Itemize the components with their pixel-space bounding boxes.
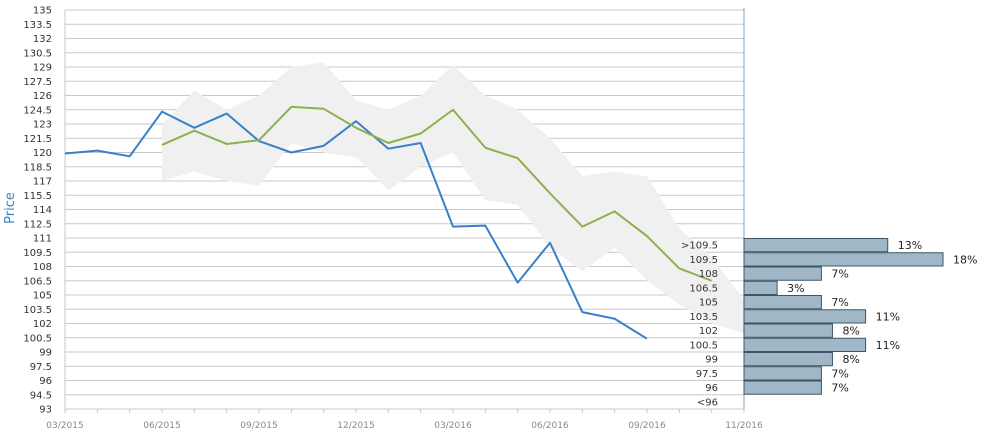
distribution-label: 102 bbox=[699, 326, 718, 337]
distribution-bar bbox=[743, 309, 867, 324]
y-axis-label: Price bbox=[3, 192, 18, 224]
distribution-bar bbox=[743, 295, 822, 310]
y-tick-label: 117 bbox=[33, 177, 52, 188]
y-tick-label: 115.5 bbox=[23, 191, 52, 202]
distribution-percent: 13% bbox=[898, 239, 922, 252]
y-tick-labels: 93 94.5 96 97.5 99 100.5 102 103.5 105 106.5 108 10… bbox=[23, 6, 52, 416]
distribution-percent: 7% bbox=[831, 382, 848, 395]
distribution-label: 108 bbox=[699, 269, 718, 280]
y-tick-label: 133.5 bbox=[23, 20, 52, 31]
y-tick-label: 105 bbox=[33, 291, 52, 302]
y-tick-label: 127.5 bbox=[23, 77, 52, 88]
forecast-band-area bbox=[162, 62, 744, 333]
distribution-bar bbox=[743, 238, 889, 253]
y-tick-label: 114 bbox=[33, 205, 52, 216]
distribution-bar bbox=[743, 366, 822, 381]
distribution-label: <96 bbox=[697, 397, 718, 408]
distribution-label: 106.5 bbox=[689, 283, 718, 294]
y-tick-label: 99 bbox=[39, 348, 52, 359]
y-tick-label: 129 bbox=[33, 63, 52, 74]
x-tick-labels: 03/2015 06/2015 09/2015 12/2015 03/2016 06/20… bbox=[46, 421, 763, 431]
distribution-bar bbox=[743, 380, 822, 395]
y-tick-label: 96 bbox=[39, 376, 52, 387]
y-tick-label: 108 bbox=[33, 262, 52, 273]
distribution-label: 99 bbox=[705, 355, 718, 366]
x-tick-label: 09/2016 bbox=[628, 421, 666, 431]
y-tick-label: 124.5 bbox=[23, 105, 52, 116]
distribution-bar bbox=[743, 280, 778, 295]
distribution-label: 97.5 bbox=[696, 369, 718, 380]
distribution-label: 103.5 bbox=[689, 312, 718, 323]
y-tick-label: 120 bbox=[33, 148, 52, 159]
y-tick-label: 103.5 bbox=[23, 305, 52, 316]
series-line-2 bbox=[161, 105, 713, 282]
distribution-percent: 11% bbox=[876, 339, 900, 352]
y-tick-label: 106.5 bbox=[23, 276, 52, 287]
x-tick-label: 03/2016 bbox=[434, 421, 472, 431]
y-tick-label: 97.5 bbox=[30, 362, 52, 373]
y-tick-label: 126 bbox=[33, 91, 52, 102]
y-tick-label: 118.5 bbox=[23, 162, 52, 173]
distribution-percent: 7% bbox=[831, 367, 848, 380]
x-tick-label: 06/2015 bbox=[143, 421, 180, 431]
distribution-bar bbox=[743, 266, 822, 281]
distribution-label: >109.5 bbox=[681, 241, 718, 252]
distribution-label: 105 bbox=[699, 298, 718, 309]
distribution-bar bbox=[743, 352, 833, 367]
x-tick-label: 06/2016 bbox=[531, 421, 569, 431]
distribution-label: 109.5 bbox=[689, 255, 718, 266]
y-tick-label: 132 bbox=[33, 34, 52, 45]
y-tick-label: 130.5 bbox=[23, 48, 52, 59]
series-line-1 bbox=[64, 110, 648, 340]
y-tick-label: 112.5 bbox=[23, 219, 52, 230]
distribution-bar bbox=[743, 323, 833, 338]
distribution-label: 100.5 bbox=[689, 340, 718, 351]
y-tick-label: 100.5 bbox=[23, 333, 52, 344]
y-tick-label: 135 bbox=[33, 6, 52, 17]
x-tick-label: 03/2015 bbox=[46, 421, 83, 431]
distribution-bar bbox=[743, 252, 944, 267]
y-tick-label: 109.5 bbox=[23, 248, 52, 259]
series-lines bbox=[64, 105, 713, 340]
y-tick-label: 94.5 bbox=[30, 390, 52, 401]
distribution-label: 96 bbox=[705, 383, 718, 394]
x-tick-label: 12/2015 bbox=[337, 421, 374, 431]
distribution-percent: 8% bbox=[842, 325, 859, 338]
y-tick-label: 102 bbox=[33, 319, 52, 330]
distribution-percent: 11% bbox=[876, 310, 900, 323]
forecast-band bbox=[162, 62, 744, 333]
distribution-percent: 7% bbox=[831, 268, 848, 281]
distribution-percent: 7% bbox=[831, 296, 848, 309]
distribution-percent: 18% bbox=[953, 253, 977, 266]
y-tick-label: 93 bbox=[39, 405, 52, 416]
x-tick-label: 11/2016 bbox=[725, 421, 763, 431]
distribution-percent: 8% bbox=[842, 353, 859, 366]
y-tick-label: 111 bbox=[33, 234, 52, 245]
distribution-bar bbox=[743, 337, 867, 352]
distribution-percent: 3% bbox=[787, 282, 804, 295]
y-tick-label: 121.5 bbox=[23, 134, 52, 145]
x-tick-label: 09/2015 bbox=[240, 421, 277, 431]
y-tick-label: 123 bbox=[33, 120, 52, 131]
distribution-bars: 13% >109.5 18% 109.5 7% 108 3% 106.5 7% 105 11% 103… bbox=[681, 238, 977, 408]
